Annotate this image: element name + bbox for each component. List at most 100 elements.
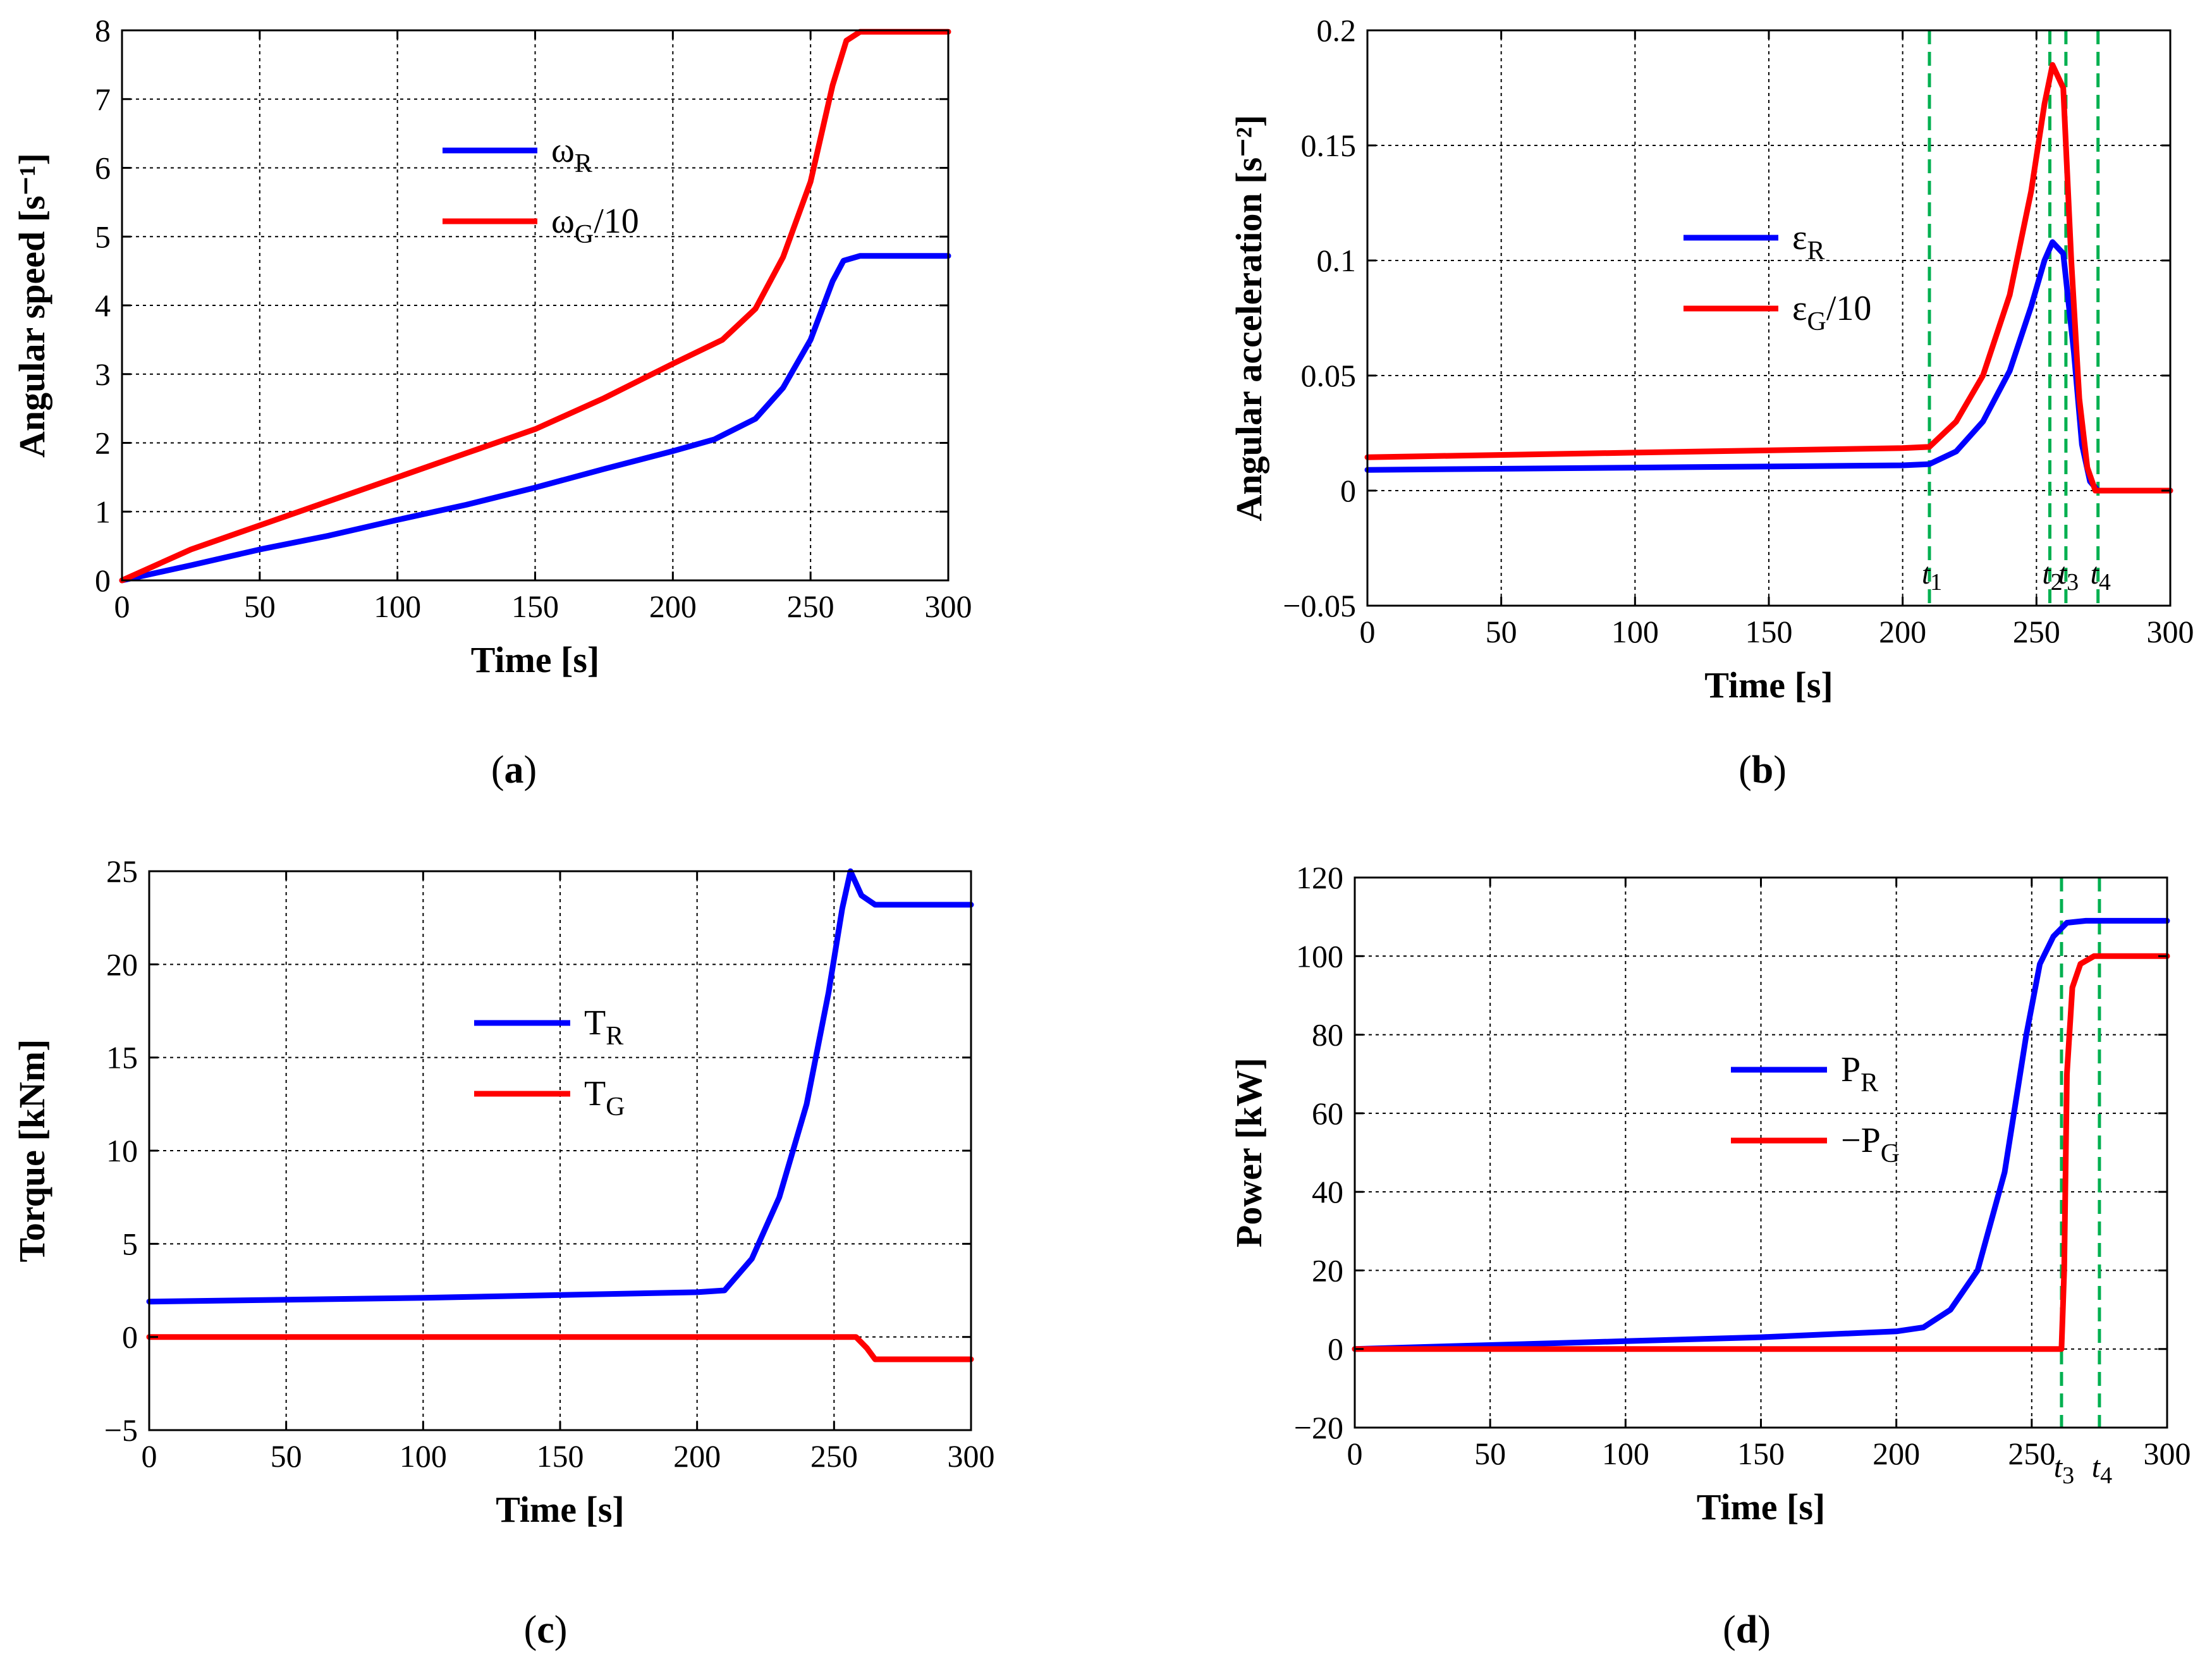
legend-sub: R xyxy=(606,1022,623,1051)
x-tick-label: 200 xyxy=(673,1438,721,1474)
y-tick-label: 4 xyxy=(95,288,111,323)
x-axis-label: Time [s] xyxy=(471,639,600,680)
panel-label: (b) xyxy=(1738,749,1787,792)
legend-sub: G xyxy=(575,220,594,249)
y-tick-label: 20 xyxy=(106,946,138,982)
legend-sub: R xyxy=(575,149,592,178)
legend-label-red: TG xyxy=(584,1074,625,1122)
y-tick-label: 0.15 xyxy=(1301,128,1357,163)
y-tick-label: 2 xyxy=(95,425,111,461)
legend-sub: G xyxy=(606,1093,625,1122)
y-axis-label: Angular speed [s⁻¹] xyxy=(11,153,52,458)
y-tick-label: −20 xyxy=(1294,1410,1343,1445)
x-tick-label: 250 xyxy=(2008,1436,2055,1471)
panel-label-open: ( xyxy=(524,1608,537,1651)
legend-suffix: /10 xyxy=(594,202,639,241)
marker-label-sub: 4 xyxy=(2100,1462,2112,1489)
series-line-red xyxy=(1352,953,2170,1352)
panel-label: (a) xyxy=(491,749,537,792)
y-tick-label: 3 xyxy=(95,357,111,392)
x-tick-label: 0 xyxy=(1347,1436,1363,1471)
panel-label-close: ) xyxy=(1757,1608,1771,1651)
x-tick-label: 300 xyxy=(2144,1436,2191,1471)
x-tick-label: 250 xyxy=(2013,614,2060,649)
y-tick-label: 0 xyxy=(122,1319,138,1355)
marker-label-sub: 3 xyxy=(2062,1462,2074,1489)
series-line-blue xyxy=(146,868,974,1305)
y-tick-label: 0.05 xyxy=(1301,358,1357,393)
y-tick-label: 120 xyxy=(1296,860,1343,895)
legend-label-blue: εR xyxy=(1792,218,1825,266)
legend-label-blue: TR xyxy=(584,1003,623,1051)
legend-sub: G xyxy=(1881,1139,1900,1168)
y-axis-label: Power [kW] xyxy=(1228,1058,1269,1247)
series-line-blue xyxy=(1352,917,2170,1352)
y-axis-label: Torque [kNm] xyxy=(11,1039,52,1263)
x-tick-label: 150 xyxy=(511,589,559,624)
marker-label-sub: 4 xyxy=(2099,569,2111,596)
x-tick-label: 200 xyxy=(1873,1436,1920,1471)
marker-label-t4: t4 xyxy=(2092,1450,2112,1489)
x-tick-label: 50 xyxy=(244,589,276,624)
panel-label: (d) xyxy=(1723,1608,1771,1651)
chart-b: 0 50 100 150 200 250 300−0.0500.050.10.150.2t1… xyxy=(1228,13,2194,792)
legend-base: P xyxy=(1841,1050,1861,1089)
legend-label-red: ωG/10 xyxy=(551,202,639,249)
y-tick-label: 6 xyxy=(95,150,111,186)
panel-label-open: ( xyxy=(1723,1608,1736,1651)
legend-base: ε xyxy=(1792,218,1807,257)
y-tick-label: 0 xyxy=(1328,1331,1343,1367)
x-tick-label: 300 xyxy=(948,1438,995,1474)
x-tick-label: 100 xyxy=(1611,614,1659,649)
x-tick-label: 100 xyxy=(374,589,421,624)
marker-label-sub: 1 xyxy=(1930,569,1942,596)
x-axis-label: Time [s] xyxy=(1697,1486,1826,1527)
y-tick-label: 40 xyxy=(1312,1174,1343,1209)
legend-base: ω xyxy=(551,202,575,241)
y-tick-label: 0 xyxy=(95,563,111,598)
marker-label-sub: 2 xyxy=(2051,569,2063,596)
y-tick-label: 1 xyxy=(95,494,111,529)
series-line-red xyxy=(119,28,951,584)
legend-label-blue: ωR xyxy=(551,131,592,178)
y-tick-label: 20 xyxy=(1312,1252,1343,1288)
x-tick-label: 0 xyxy=(114,589,130,624)
x-tick-label: 150 xyxy=(1737,1436,1785,1471)
x-tick-label: 50 xyxy=(1474,1436,1506,1471)
chart-a: 0 50 100 150 200 250 300 0 1 2 3 4 5 6 7 8 Time [s] Angul… xyxy=(11,13,972,792)
panel-label-letter: d xyxy=(1736,1608,1757,1651)
legend-sub: R xyxy=(1861,1068,1878,1098)
legend-label-red: εG/10 xyxy=(1792,289,1871,336)
y-tick-label: 0 xyxy=(1340,473,1356,508)
y-tick-label: 80 xyxy=(1312,1017,1343,1053)
y-axis-label: Angular acceleration [s⁻²] xyxy=(1228,115,1269,522)
x-tick-label: 0 xyxy=(1360,614,1376,649)
panel-label-letter: b xyxy=(1752,749,1773,792)
legend-sub: G xyxy=(1807,307,1826,336)
marker-label-t3: t3 xyxy=(2054,1450,2074,1489)
legend-base: ε xyxy=(1792,289,1807,328)
series-line-blue xyxy=(119,253,951,584)
series-line-red xyxy=(146,1334,974,1362)
series-line-red xyxy=(1364,62,2173,494)
panel-label-close: ) xyxy=(524,749,537,792)
y-tick-label: 0.1 xyxy=(1317,243,1357,278)
x-tick-label: 50 xyxy=(1486,614,1517,649)
x-tick-label: 250 xyxy=(810,1438,858,1474)
x-tick-label: 200 xyxy=(1879,614,1926,649)
x-tick-label: 100 xyxy=(1602,1436,1649,1471)
x-tick-label: 100 xyxy=(400,1438,447,1474)
y-tick-label: −0.05 xyxy=(1283,588,1356,623)
panel-label-close: ) xyxy=(554,1608,568,1651)
legend-base: −P xyxy=(1841,1121,1881,1160)
x-axis-label: Time [s] xyxy=(496,1489,625,1530)
x-tick-label: 150 xyxy=(1745,614,1793,649)
legend-base: T xyxy=(584,1074,606,1113)
marker-label-sub: 3 xyxy=(2067,569,2079,596)
x-tick-label: 200 xyxy=(649,589,697,624)
y-tick-label: 8 xyxy=(95,13,111,48)
legend-base: T xyxy=(584,1003,606,1043)
